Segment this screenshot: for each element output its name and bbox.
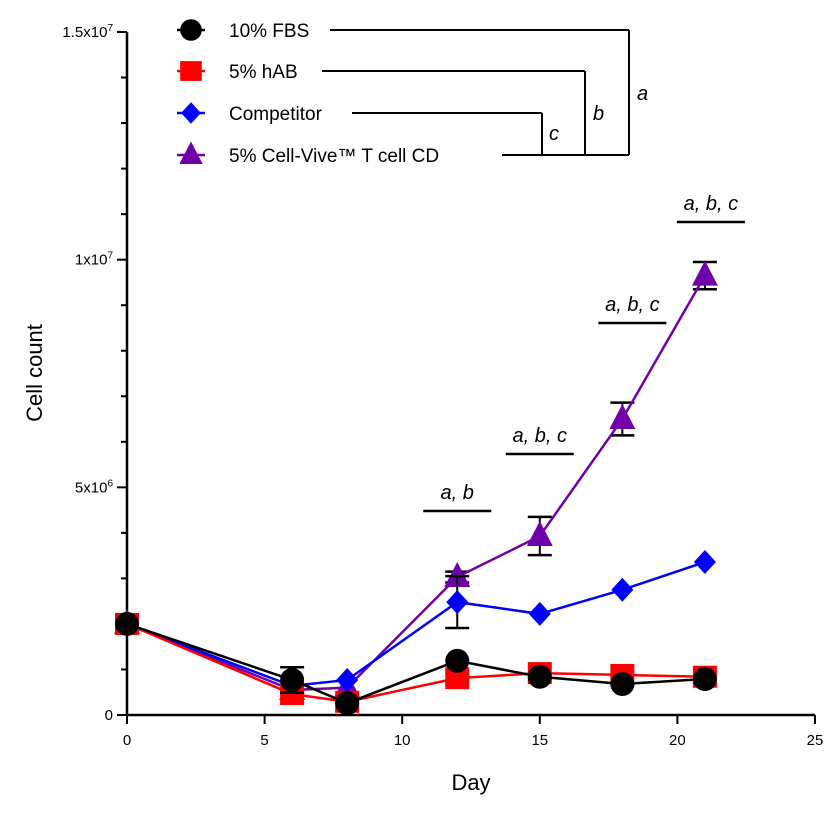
data-point	[691, 260, 718, 286]
data-point	[528, 601, 551, 626]
data-point	[526, 521, 553, 547]
series-1	[115, 612, 717, 713]
data-point	[610, 672, 635, 697]
x-tick-label: 25	[807, 732, 824, 749]
data-point	[445, 648, 470, 673]
data-point	[444, 562, 471, 588]
y-tick-label: 1x107	[75, 251, 114, 269]
x-tick-label: 5	[260, 732, 268, 749]
legend-label: 10% FBS	[229, 21, 309, 42]
legend-marker	[180, 19, 202, 41]
series-3	[114, 260, 718, 700]
x-tick-label: 0	[123, 732, 131, 749]
x-tick-label: 20	[669, 732, 686, 749]
legend-marker	[181, 102, 201, 124]
legend-label: 5% hAB	[229, 62, 298, 83]
data-point	[336, 667, 359, 692]
legend-label: 5% Cell-Vive™ T cell CD	[229, 146, 439, 167]
data-point	[335, 691, 360, 716]
comparison-bracket-label: b	[593, 103, 604, 125]
y-tick-label: 0	[105, 707, 113, 724]
x-tick-label: 15	[531, 732, 548, 749]
series-line	[126, 274, 707, 692]
data-point	[445, 667, 470, 690]
significance-label: a, b, c	[513, 425, 567, 447]
y-tick-label: 1.5x107	[62, 23, 113, 41]
legend-item-0: 10% FBS	[177, 19, 629, 42]
data-point	[609, 404, 636, 430]
legend-marker	[180, 61, 202, 81]
significance-label: a, b, c	[684, 193, 738, 215]
series-0	[115, 611, 717, 716]
significance-label: a, b, c	[605, 294, 659, 316]
data-point	[693, 550, 716, 575]
data-point	[692, 667, 717, 692]
comparison-bracket-label: a	[637, 83, 648, 105]
comparison-bracket-label: c	[549, 123, 559, 145]
data-point	[446, 590, 469, 615]
x-axis-label: Day	[451, 770, 490, 795]
data-point	[527, 664, 552, 689]
data-point	[280, 667, 305, 692]
y-axis-label: Cell count	[22, 324, 47, 422]
significance-label: a, b	[441, 482, 474, 504]
x-tick-label: 10	[394, 732, 411, 749]
legend-label: Competitor	[229, 104, 323, 125]
legend-marker	[179, 141, 203, 164]
legend-item-2: Competitor	[177, 102, 542, 125]
legend-item-1: 5% hAB	[177, 61, 585, 83]
data-point	[115, 611, 139, 636]
y-tick-label: 5x106	[75, 478, 114, 496]
legend-item-3: 5% Cell-Vive™ T cell CD	[177, 141, 629, 167]
data-point	[611, 577, 634, 602]
